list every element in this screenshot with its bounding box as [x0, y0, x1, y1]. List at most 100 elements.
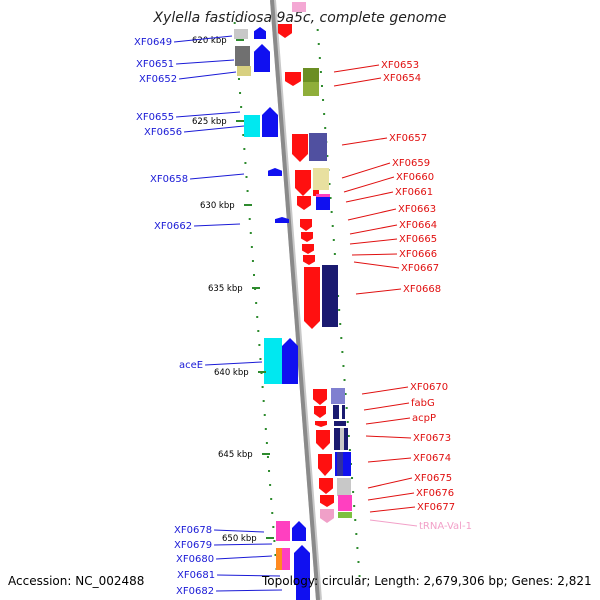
label-connector	[176, 59, 235, 65]
gene-arrow	[313, 389, 327, 405]
gene-arrow	[303, 255, 315, 265]
tick-dot	[259, 358, 262, 360]
left-gene-labels: XF0649 XF0651 XF0652 XF0655 XF0656 XF0658 XF06…	[134, 35, 283, 597]
gene-label-xf0670: XF0670	[410, 382, 448, 393]
tick-dot	[320, 85, 323, 87]
gene-label-xf0674: XF0674	[413, 453, 451, 464]
tick-dot	[256, 316, 259, 318]
gene-box	[337, 452, 343, 476]
gene-box	[331, 388, 345, 404]
gene-label-xf0667: XF0667	[401, 263, 439, 274]
gene-label-xf0677: XF0677	[417, 502, 455, 513]
gene-box	[313, 168, 329, 190]
gene-features	[234, 2, 352, 600]
gene-label-xf0658: XF0658	[150, 174, 188, 185]
gene-label-trna-val-1: tRNA-Val-1	[419, 521, 472, 532]
tick-dot	[265, 442, 268, 444]
gene-box	[282, 548, 290, 570]
scale-mark	[258, 371, 266, 373]
label-connector	[343, 176, 395, 193]
tick-dot	[322, 99, 325, 101]
gene-label-xf0662: XF0662	[154, 221, 192, 232]
tick-dot	[342, 365, 345, 367]
gene-label-xf0651: XF0651	[136, 59, 174, 70]
gene-arrow	[254, 27, 266, 39]
tick-dot	[351, 477, 354, 479]
tick-dot	[353, 505, 356, 507]
scale-label: 640 kbp	[214, 368, 249, 378]
gene-label-xf0665: XF0665	[399, 234, 437, 245]
label-connector	[333, 64, 380, 73]
label-connector	[216, 589, 283, 592]
label-connector	[351, 253, 398, 256]
gene-box	[248, 29, 252, 39]
gene-label-xf0681: XF0681	[177, 570, 215, 581]
scale-label: 625 kbp	[192, 117, 227, 127]
label-connector	[333, 77, 382, 87]
gene-label-xf0654: XF0654	[383, 73, 421, 84]
gene-arrow	[285, 72, 301, 86]
gene-arrow	[254, 44, 270, 66]
tick-dot	[250, 246, 253, 248]
scale-mark	[244, 204, 252, 206]
gene-box	[316, 194, 330, 210]
tick-dot	[240, 106, 243, 108]
gene-arrow	[282, 338, 298, 384]
tick-dot	[341, 351, 344, 353]
gene-box	[276, 521, 290, 541]
gene-label-xf0676: XF0676	[416, 488, 454, 499]
tick-dot	[332, 239, 335, 241]
gene-box	[337, 478, 351, 496]
tick-dot	[345, 407, 348, 409]
tick-dot	[331, 225, 334, 227]
tick-dot	[258, 344, 261, 346]
gene-box	[292, 2, 306, 12]
tick-dot	[253, 274, 256, 276]
tick-dot	[328, 183, 331, 185]
tick-dot	[251, 260, 254, 262]
gene-label-xf0655: XF0655	[136, 112, 174, 123]
gene-box	[276, 548, 282, 570]
tick-dot	[249, 232, 252, 234]
gene-arrow	[318, 454, 332, 476]
backbone-line	[270, 0, 320, 600]
accession-label: Accession: NC_002488	[8, 574, 145, 588]
gene-box	[339, 405, 342, 419]
tick-dot	[333, 253, 336, 255]
tick-dot	[243, 148, 246, 150]
scale-mark	[266, 537, 274, 539]
label-connector	[349, 224, 398, 235]
gene-arrow	[294, 545, 310, 585]
gene-arrow	[275, 217, 289, 223]
gene-label-xf0668: XF0668	[403, 284, 441, 295]
gene-label-xf0663: XF0663	[398, 204, 436, 215]
tick-dot	[330, 211, 333, 213]
label-connector	[176, 111, 241, 118]
gene-label-fabg: fabG	[411, 398, 435, 409]
tick-dot	[340, 337, 343, 339]
tick-dot	[338, 309, 341, 311]
scale-label: 635 kbp	[208, 284, 243, 294]
label-connector	[194, 223, 241, 227]
tick-dot	[354, 519, 357, 521]
tick-dot	[323, 113, 326, 115]
gene-box	[313, 190, 319, 196]
tick-dot	[268, 470, 271, 472]
tick-dot	[233, 22, 236, 24]
gene-box	[322, 265, 338, 327]
tick-dot	[263, 414, 266, 416]
gene-label-xf0660: XF0660	[396, 172, 434, 183]
label-connector	[349, 238, 398, 245]
gene-box	[254, 64, 270, 72]
gene-arrow	[320, 495, 334, 507]
scale-label: 645 kbp	[218, 450, 253, 460]
tick-dot	[272, 526, 275, 528]
gene-arrow	[292, 134, 308, 162]
right-gene-labels: XF0653 XF0654 XF0657 XF0659 XF0660 XF0661 XF06…	[333, 60, 472, 532]
gene-box	[334, 421, 346, 426]
scale-mark	[262, 453, 270, 455]
tick-dot	[358, 575, 361, 577]
scale-labels: 620 kbp 625 kbp 630 kbp 635 kbp 640 kbp 645 k…	[192, 36, 274, 544]
label-connector	[367, 477, 413, 489]
map-title: Xylella fastidiosa 9a5c, complete genome	[153, 10, 447, 26]
